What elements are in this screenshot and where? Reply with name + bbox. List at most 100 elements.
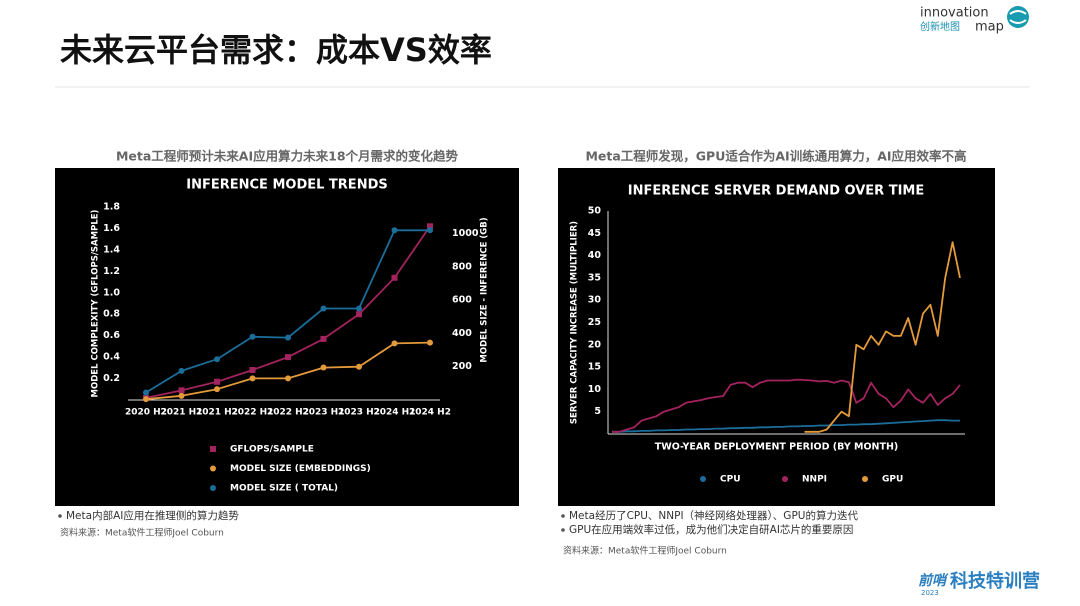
- y-tick-label: 200: [452, 361, 472, 372]
- point: [427, 339, 433, 346]
- series-line: [612, 378, 961, 433]
- y-tick-label: 0.8: [103, 309, 120, 320]
- y-tick-label: 45: [588, 228, 601, 239]
- y-tick-label: 40: [588, 250, 602, 261]
- y-tick-label: 400: [452, 328, 472, 339]
- chart-caption: Meta工程师发现，GPU适合作为AI训练通用算力，AI应用效率不高: [585, 149, 966, 164]
- y-tick-label: 20: [588, 339, 602, 350]
- bullet: Meta内部AI应用在推理侧的算力趋势: [66, 509, 239, 522]
- bullet: GPU在应用端效率过低，成为他们决定自研AI芯片的重要原因: [569, 523, 853, 536]
- y-tick-label: 1.8: [103, 202, 120, 213]
- chart-title: INFERENCE MODEL TRENDS: [186, 178, 387, 193]
- x-tick-label: 2024 H1: [374, 408, 416, 418]
- y-tick-label: 50: [588, 206, 602, 217]
- point: [320, 305, 327, 312]
- y-axis-label: SERVER CAPACITY INCREASE (MULTIPLIER): [570, 221, 580, 424]
- y-tick-label: 1000: [452, 228, 479, 239]
- point: [249, 375, 256, 382]
- y-tick-label: 0.6: [103, 330, 120, 341]
- legend-marker: [210, 446, 216, 452]
- x-tick-label: 2022 H1: [232, 408, 274, 418]
- y-tick-label: 25: [588, 317, 601, 328]
- x-tick-label: 2021 H1: [161, 408, 203, 418]
- y-tick-label: 30: [588, 295, 602, 306]
- logo-icon: [1007, 6, 1029, 28]
- legend-label: NNPI: [802, 475, 827, 485]
- point: [356, 311, 362, 318]
- slide-title: 未来云平台需求：成本VS效率: [60, 31, 492, 69]
- point: [178, 387, 185, 394]
- y-tick-label: 800: [452, 261, 472, 272]
- logo-text: map: [975, 20, 1004, 35]
- y-tick-label: 15: [588, 362, 601, 373]
- y-tick-label: 35: [588, 272, 601, 283]
- legend-label: CPU: [720, 475, 741, 485]
- x-tick-label: 2023 H2: [338, 408, 380, 418]
- y2-axis-label: MODEL SIZE - INFERENCE (GB): [480, 217, 490, 362]
- x-tick-label: 2020 H2: [125, 408, 167, 418]
- y-tick-label: 0.4: [103, 352, 120, 363]
- point: [214, 386, 220, 393]
- legend-label: MODEL SIZE ( TOTAL): [230, 484, 338, 494]
- legend-label: MODEL SIZE (EMBEDDINGS): [230, 464, 371, 474]
- y-tick-label: 1.2: [103, 266, 120, 277]
- footer-brand: 科技特训营: [950, 570, 1040, 592]
- logo-text: 创新地图: [920, 20, 960, 33]
- point: [391, 340, 398, 347]
- legend-label: GFLOPS/SAMPLE: [230, 445, 314, 455]
- point: [285, 334, 291, 341]
- x-tick-label: 2024 H2: [409, 408, 451, 418]
- point: [178, 367, 185, 374]
- bullet-dot: [561, 528, 565, 532]
- y-axis-label: MODEL COMPLEXITY (GFLOPS/SAMPLE): [91, 209, 101, 397]
- bullet: Meta经历了CPU、NNPI（神经网络处理器）、GPU的算力迭代: [569, 509, 858, 522]
- point: [285, 354, 291, 361]
- legend-label: GPU: [882, 475, 903, 485]
- point: [143, 396, 149, 403]
- y-tick-label: 5: [594, 406, 601, 417]
- point: [285, 375, 291, 382]
- point: [178, 392, 185, 399]
- legend-marker: [210, 465, 216, 472]
- legend-marker: [210, 485, 216, 491]
- logo-text: innovation: [920, 6, 989, 21]
- point: [391, 227, 398, 234]
- legend-marker: [700, 476, 706, 482]
- point: [427, 223, 433, 230]
- x-tick-label: 2022 H2: [267, 408, 309, 418]
- point: [249, 366, 256, 373]
- source: 资料来源：Meta软件工程师Joel Coburn: [563, 545, 727, 557]
- y-tick-label: 0.2: [103, 373, 120, 384]
- legend-marker: [862, 476, 868, 482]
- chart-background: [558, 168, 995, 506]
- legend-marker: [782, 476, 788, 482]
- source: 资料来源：Meta软件工程师Joel Coburn: [60, 527, 224, 539]
- point: [427, 227, 433, 234]
- footer-brand: 2023: [921, 589, 939, 597]
- point: [320, 335, 327, 342]
- point: [214, 356, 220, 363]
- point: [214, 378, 220, 385]
- x-tick-label: 2021 H2: [196, 408, 238, 418]
- y-tick-label: 600: [452, 295, 472, 306]
- x-tick-label: 2023 H1: [303, 408, 345, 418]
- y-tick-label: 1.6: [103, 223, 120, 234]
- point: [356, 305, 362, 312]
- point: [356, 363, 362, 370]
- x-axis-label: TWO-YEAR DEPLOYMENT PERIOD (BY MONTH): [655, 442, 899, 453]
- y-tick-label: 1.0: [103, 287, 120, 298]
- point: [391, 274, 398, 281]
- y-tick-label: 10: [588, 384, 602, 395]
- chart-title: INFERENCE SERVER DEMAND OVER TIME: [628, 184, 925, 199]
- point: [320, 364, 327, 371]
- bullet-dot: [561, 514, 565, 518]
- chart-caption: Meta工程师预计未来AI应用算力未来18个月需求的变化趋势: [116, 149, 459, 164]
- point: [249, 333, 256, 340]
- footer-brand: 前哨: [918, 572, 949, 589]
- bullet-dot: [58, 514, 62, 518]
- point: [143, 389, 149, 396]
- y-tick-label: 1.4: [103, 244, 120, 255]
- series-line: [612, 419, 960, 433]
- logo-icon: [1009, 10, 1027, 24]
